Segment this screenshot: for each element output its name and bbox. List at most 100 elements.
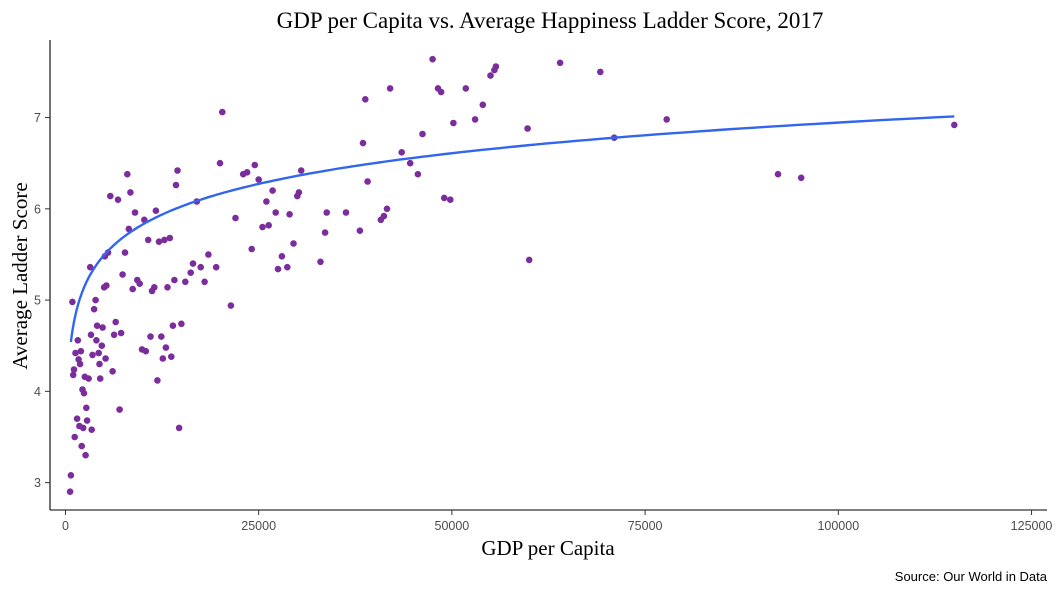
data-point [364,178,371,185]
data-point [212,263,220,271]
data-point [71,433,78,441]
data-point [251,161,259,169]
data-point [189,260,197,267]
data-point [109,368,116,375]
data-point [774,170,782,178]
data-point [110,331,118,339]
data-point [96,360,103,368]
data-point [172,181,180,189]
data-point [144,236,152,244]
data-point [147,333,154,340]
x-axis-ticks: 0 25000 50000 75000 100000 125000 [62,510,1052,533]
data-point [78,442,85,450]
data-point [274,265,282,273]
data-point [99,324,106,331]
data-point [70,366,78,373]
y-axis-title: Average Ladder Score [8,182,32,369]
data-point [419,130,426,138]
x-tick-label: 75000 [628,519,663,533]
data-point [76,360,84,368]
data-point [142,347,150,355]
y-tick-label: 6 [34,202,41,216]
data-point [169,322,177,330]
data-point [159,355,167,362]
data-point [112,318,119,326]
data-point [88,426,95,434]
data-point [69,298,76,306]
data-point [232,214,239,222]
data-point [171,276,178,284]
data-point [197,263,204,271]
data-point [166,234,174,242]
data-point [121,249,129,256]
data-point [450,119,457,127]
data-point [797,174,805,182]
data-point [103,282,110,289]
data-point [462,85,470,92]
data-point [951,121,958,129]
data-point [255,176,262,183]
data-point [321,229,329,236]
data-point [383,205,391,213]
data-point [73,415,81,423]
data-point [440,194,448,202]
data-point [74,337,82,344]
data-point [187,269,194,277]
data-point [269,187,276,194]
data-point [158,333,165,340]
data-point [92,296,99,304]
data-point [284,263,291,271]
data-point [127,189,134,196]
data-point [219,108,226,116]
x-tick-label: 125000 [1011,519,1053,533]
data-point [116,406,123,413]
data-point [117,329,125,337]
data-point [96,375,104,382]
data-point [125,225,133,233]
data-point [663,116,670,123]
data-point [93,322,101,330]
y-axis-ticks: 3 4 5 6 7 [34,111,50,490]
data-point [79,424,87,432]
data-point [259,223,266,231]
data-point [114,196,122,203]
data-point [386,85,394,92]
data-point [265,222,273,229]
data-point [227,302,235,309]
y-tick-label: 5 [34,294,41,308]
data-point [85,375,92,382]
data-point [95,349,102,357]
data-point [487,72,494,79]
y-tick-label: 3 [34,476,41,490]
data-point [356,227,364,234]
data-point [161,236,168,244]
data-point [317,258,324,266]
data-point [102,355,109,362]
source-caption: Source: Our World in Data [895,569,1048,584]
x-tick-label: 100000 [817,519,859,533]
data-point [168,353,175,361]
data-point [152,207,160,214]
data-point [295,189,303,196]
plot-area [66,55,958,496]
data-point [83,417,91,424]
data-point [90,305,98,313]
data-point [69,371,77,379]
data-point [155,238,163,245]
data-point [72,349,79,357]
chart-title: GDP per Capita vs. Average Happiness Lad… [277,8,824,33]
data-point [136,280,143,288]
data-point [151,284,158,291]
data-point [243,169,251,176]
data-point [174,167,181,174]
data-point [131,209,139,216]
data-point [406,159,414,167]
y-tick-label: 4 [34,385,41,399]
data-point [86,263,94,271]
data-point [429,55,436,63]
data-point [77,347,85,355]
data-point [278,252,286,260]
data-point [107,192,114,200]
data-point [248,245,255,253]
